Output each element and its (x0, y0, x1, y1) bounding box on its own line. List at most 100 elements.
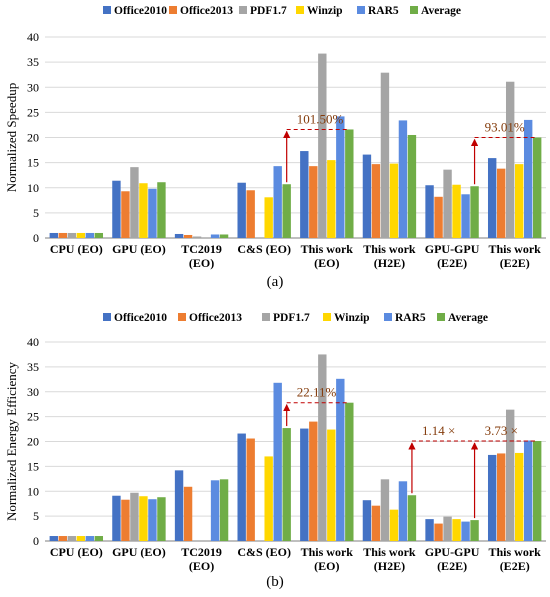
x-tick-label: GPU-GPU (425, 545, 480, 559)
bar-average (345, 129, 354, 238)
bar-winzip (389, 509, 399, 541)
annotation-label: 101.50% (297, 111, 344, 126)
legend-entry: RAR5 (368, 5, 399, 17)
bar-office2010 (300, 428, 309, 541)
panel-b: 0 5 10 15 20 25 30 35 40 Normalized Energy Effici… (4, 312, 546, 590)
bar-rar5 (523, 440, 533, 541)
bar-rar5 (273, 382, 282, 541)
x-tick-label: This work (489, 545, 542, 559)
annotation-label: 1.14 × (422, 423, 455, 438)
bar-average (94, 536, 104, 541)
bar-winzip (139, 496, 148, 541)
bar-average (470, 520, 479, 541)
annotation-label: 22.11% (297, 385, 337, 400)
x-tick-label: C&S (EO) (237, 242, 291, 256)
bar-average (345, 402, 354, 541)
annotation-label: 93.01% (485, 120, 525, 135)
bar-average (282, 184, 291, 238)
x-tick-label: CPU (EO) (50, 242, 103, 256)
x-tick-label: (EO) (314, 256, 339, 270)
x-tick-label: This work (363, 545, 416, 559)
bar-average (157, 182, 166, 238)
bar-rar5 (210, 480, 220, 541)
bar-office2013 (246, 438, 255, 541)
bar-winzip (452, 184, 461, 238)
bar-office2010 (300, 151, 309, 238)
bar-winzip (76, 536, 86, 541)
bar-rar5 (336, 378, 345, 541)
bar-office2010 (112, 495, 121, 541)
x-tick-label: (EO) (189, 256, 214, 270)
y-tick-label: 35 (27, 55, 39, 69)
legend-swatch (437, 313, 445, 321)
legend-swatch (357, 6, 365, 14)
bar-office2010 (112, 180, 121, 238)
bar-rar5 (85, 536, 95, 541)
bar-rar5 (85, 232, 95, 238)
x-tick-label: TC2019 (181, 545, 222, 559)
y-tick-label: 25 (27, 410, 39, 424)
bar-winzip (139, 183, 148, 238)
bar-winzip (327, 160, 336, 238)
x-tick-label: (EO) (189, 559, 214, 573)
bar-office2010 (174, 233, 184, 238)
bar-pdf1.7 (505, 409, 515, 541)
x-tick-label: (E2E) (437, 256, 467, 270)
y-tick-label: 30 (27, 80, 39, 94)
y-tick-label: 20 (27, 131, 39, 145)
legend-swatch (384, 313, 392, 321)
bar-winzip (514, 452, 524, 541)
x-tick-label: GPU-GPU (425, 242, 480, 256)
bar-average (94, 232, 104, 238)
bar-winzip (264, 456, 273, 541)
bar-rar5 (461, 521, 470, 541)
legend-swatch (239, 6, 247, 14)
y-tick-label: 40 (27, 30, 39, 44)
bar-pdf1.7 (380, 72, 390, 239)
bar-rar5 (273, 166, 282, 238)
bar-office2013 (246, 190, 255, 238)
y-tick-label: 20 (27, 435, 39, 449)
y-tick-label: 30 (27, 385, 39, 399)
bar-average (470, 186, 479, 238)
bar-office2010 (425, 185, 434, 238)
y-tick-label: 35 (27, 360, 39, 374)
bar-pdf1.7 (130, 492, 139, 541)
y-tick-label: 10 (27, 181, 39, 195)
bar-average (219, 479, 229, 541)
legend-entry: PDF1.7 (250, 5, 287, 17)
legend-entry: Office2010 (114, 5, 167, 17)
bar-office2010 (425, 519, 434, 541)
bar-pdf1.7 (318, 53, 327, 238)
bar-office2013 (434, 196, 443, 238)
y-tick-label: 5 (33, 509, 39, 523)
bar-rar5 (398, 481, 408, 541)
x-tick-label: GPU (EO) (112, 545, 166, 559)
bar-office2010 (237, 182, 246, 238)
bar-office2013 (58, 536, 68, 541)
y-tick-label: 10 (27, 484, 39, 498)
bar-pdf1.7 (380, 479, 390, 541)
x-tick-label: (E2E) (437, 559, 467, 573)
bar-average (407, 134, 417, 238)
bar-office2010 (49, 536, 59, 541)
bar-pdf1.7 (192, 236, 202, 238)
bar-office2010 (487, 158, 497, 238)
legend-swatch (103, 313, 111, 321)
legend-swatch (262, 313, 270, 321)
x-tick-label: (E2E) (500, 559, 530, 573)
y-axis-label: Normalized Energy Efficiency (4, 361, 19, 521)
bar-pdf1.7 (318, 354, 327, 541)
annotation-label: 3.73 × (485, 423, 518, 438)
bar-average (532, 441, 542, 541)
y-axis-label: Normalized Speedup (4, 83, 19, 192)
bar-office2013 (309, 421, 318, 541)
bar-office2013 (309, 166, 318, 238)
y-tick-label: 15 (27, 459, 39, 473)
bar-pdf1.7 (443, 516, 452, 541)
bar-pdf1.7 (443, 169, 452, 238)
bar-rar5 (398, 120, 408, 238)
legend-swatch (296, 6, 304, 14)
legend-entry: Office2010 (114, 312, 167, 324)
